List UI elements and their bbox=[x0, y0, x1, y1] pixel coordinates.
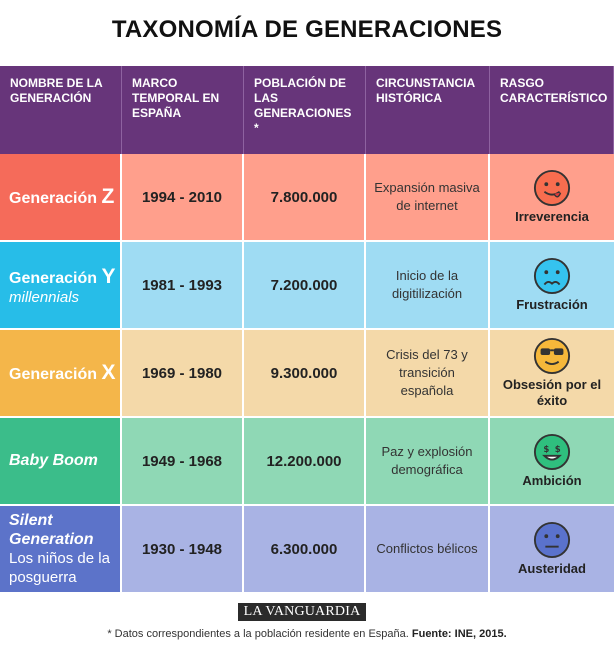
trait-cell: Austeridad bbox=[490, 506, 614, 594]
money-face-icon: $ $ bbox=[533, 433, 571, 471]
footnote: * Datos correspondientes a la población … bbox=[0, 628, 614, 640]
page-title: TAXONOMÍA DE GENERACIONES bbox=[111, 16, 503, 43]
generation-name-text: Generación bbox=[9, 190, 98, 207]
header-population: POBLACIÓN DE LAS GENERACIONES * bbox=[244, 66, 366, 154]
generation-subname: Los niños de la posguerra bbox=[9, 550, 110, 586]
trait-cell: Frustración bbox=[490, 242, 614, 330]
period-cell: 1969 - 1980 bbox=[122, 330, 244, 418]
history-cell: Inicio de la digitilización bbox=[366, 242, 490, 330]
generation-letter: Z bbox=[101, 185, 115, 208]
history-cell: Expansión masiva de internet bbox=[366, 154, 490, 242]
generation-name: Baby Boom bbox=[0, 418, 122, 506]
trait-label: Frustración bbox=[516, 297, 588, 312]
generation-letter: Y bbox=[101, 264, 116, 288]
svg-text:$: $ bbox=[543, 445, 549, 455]
population-cell: 6.300.000 bbox=[244, 506, 366, 594]
population-cell: 7.200.000 bbox=[244, 242, 366, 330]
header-history: CIRCUNSTANCIA HISTÓRICA bbox=[366, 66, 490, 154]
svg-text:$: $ bbox=[555, 445, 561, 455]
generations-table: NOMBRE DE LA GENERACIÓN MARCO TEMPORAL E… bbox=[0, 66, 614, 594]
generation-subname: millennials bbox=[9, 288, 80, 306]
header-name: NOMBRE DE LA GENERACIÓN bbox=[0, 66, 122, 154]
period-cell: 1949 - 1968 bbox=[122, 418, 244, 506]
trait-cell: Obsesión por el éxito bbox=[490, 330, 614, 418]
trait-label: Ambición bbox=[522, 473, 582, 488]
trait-cell: $ $ Ambición bbox=[490, 418, 614, 506]
generation-name: Silent Generation Los niños de la posguer… bbox=[0, 506, 122, 594]
trait-label: Obsesión por el éxito bbox=[502, 377, 602, 408]
trait-label: Irreverencia bbox=[515, 209, 589, 224]
header-trait: RASGO CARACTERÍSTICO bbox=[490, 66, 614, 154]
history-cell: Paz y explosión demográfica bbox=[366, 418, 490, 506]
trait-label: Austeridad bbox=[518, 561, 586, 576]
generation-name-text: Generación bbox=[9, 366, 98, 383]
generation-name-text: Silent Generation bbox=[9, 512, 94, 548]
header-period: MARCO TEMPORAL EN ESPAÑA bbox=[122, 66, 244, 154]
population-cell: 7.800.000 bbox=[244, 154, 366, 242]
history-cell: Conflictos bélicos bbox=[366, 506, 490, 594]
period-cell: 1981 - 1993 bbox=[122, 242, 244, 330]
tongue-face-icon bbox=[533, 169, 571, 207]
generation-name: Generación Z bbox=[0, 154, 122, 242]
period-cell: 1930 - 1948 bbox=[122, 506, 244, 594]
history-cell: Crisis del 73 y transición española bbox=[366, 330, 490, 418]
sunglasses-face-icon bbox=[533, 337, 571, 375]
generation-name: Generación X bbox=[0, 330, 122, 418]
newspaper-logo: LA VANGUARDIA bbox=[238, 603, 366, 621]
population-cell: 9.300.000 bbox=[244, 330, 366, 418]
generation-name-text: Generación bbox=[9, 269, 98, 287]
generation-letter: X bbox=[101, 361, 116, 384]
population-cell: 12.200.000 bbox=[244, 418, 366, 506]
footnote-text: * Datos correspondientes a la población … bbox=[107, 628, 412, 640]
trait-cell: Irreverencia bbox=[490, 154, 614, 242]
neutral-face-icon bbox=[533, 521, 571, 559]
period-cell: 1994 - 2010 bbox=[122, 154, 244, 242]
sad-face-icon bbox=[533, 257, 571, 295]
generation-name-text: Baby Boom bbox=[9, 452, 98, 469]
footnote-source: Fuente: INE, 2015. bbox=[411, 628, 507, 640]
